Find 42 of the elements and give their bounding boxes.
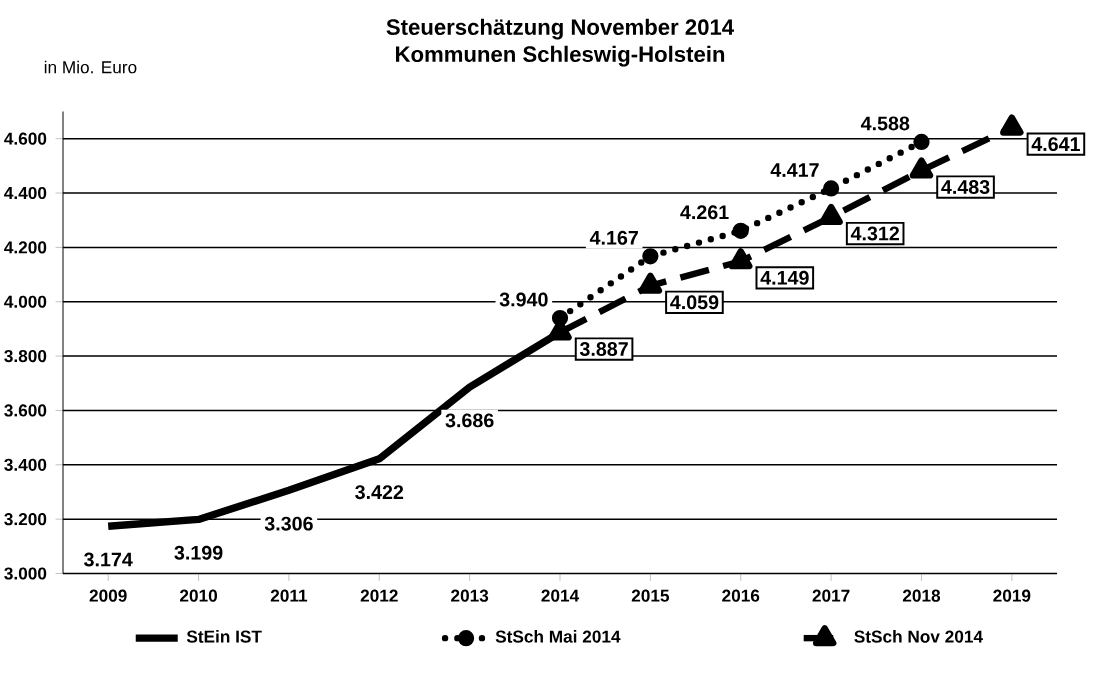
legend-label: StSch Nov 2014 (854, 630, 983, 643)
y-tick-label: 3.400 (4, 458, 47, 471)
x-tick-label: 2016 (722, 589, 760, 602)
chart-subtitle: Kommunen Schleswig-Holstein (396, 45, 725, 67)
data-label: 3.199 (174, 545, 223, 560)
data-label: 4.261 (680, 205, 729, 220)
x-tick-label: 2009 (89, 589, 127, 602)
x-tick-label: 2019 (993, 589, 1031, 602)
data-label: 4.059 (670, 295, 719, 310)
data-label: 3.686 (445, 413, 494, 428)
data-label: 3.887 (579, 342, 628, 357)
y-tick-label: 3.200 (4, 513, 47, 526)
data-label: 4.149 (760, 270, 809, 285)
legend-label: StEin IST (186, 630, 262, 643)
y-axis-title: in Mio. Euro (44, 60, 137, 74)
x-tick-label: 2018 (902, 589, 941, 602)
data-label: 4.641 (1031, 137, 1080, 152)
data-label: 3.422 (355, 485, 404, 500)
x-tick-label: 2014 (541, 589, 580, 602)
y-tick-label: 3.000 (4, 567, 47, 580)
y-tick-label: 3.600 (4, 404, 47, 417)
chart-title: Steuerschätzung November 2014 (386, 18, 734, 40)
x-tick-label: 2010 (179, 589, 217, 602)
x-tick-label: 2013 (451, 589, 489, 602)
data-label: 4.588 (860, 116, 910, 131)
y-tick-label: 4.200 (4, 241, 47, 254)
data-label: 3.174 (84, 552, 133, 567)
data-label: 4.417 (770, 163, 819, 177)
data-label: 3.306 (264, 516, 313, 531)
data-label: 3.940 (499, 292, 548, 307)
x-tick-label: 2015 (631, 589, 670, 602)
data-label: 4.483 (941, 180, 990, 195)
y-tick-label: 3.800 (4, 350, 47, 363)
data-label: 4.167 (589, 230, 638, 245)
legend-label: StSch Mai 2014 (495, 630, 621, 643)
x-tick-label: 2011 (270, 589, 308, 602)
x-tick-label: 2012 (360, 589, 398, 602)
y-tick-label: 4.000 (4, 295, 47, 308)
x-tick-label: 2017 (812, 589, 850, 602)
data-label: 4.312 (850, 226, 899, 241)
y-tick-label: 4.600 (4, 132, 47, 145)
y-tick-label: 4.400 (4, 186, 47, 200)
